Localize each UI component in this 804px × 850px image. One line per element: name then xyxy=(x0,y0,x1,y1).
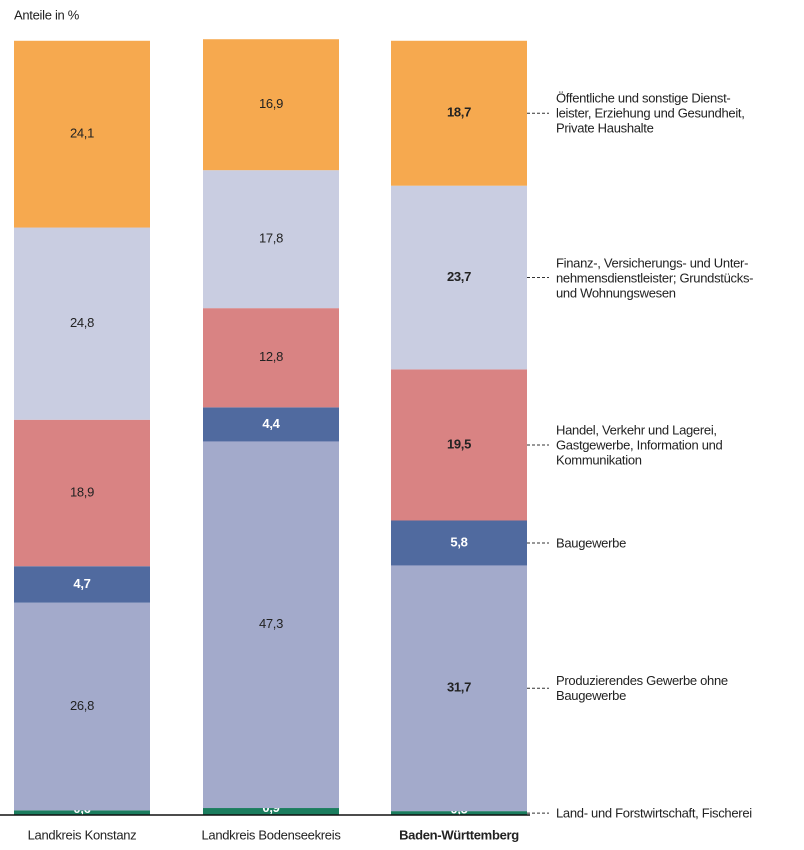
bar-segment xyxy=(14,602,150,811)
value-label: 24,1 xyxy=(70,126,94,141)
bar-segment xyxy=(14,419,150,567)
value-label: 4,7 xyxy=(73,576,90,591)
legend-label: Finanz-, Versicherungs- und Unter- nehme… xyxy=(556,255,754,301)
bar-segment xyxy=(391,811,527,815)
legend-label: Handel, Verkehr und Lagerei, Gastgewerbe… xyxy=(556,422,723,468)
value-label: 47,3 xyxy=(259,616,283,631)
bar-segment xyxy=(14,227,150,420)
bar-segment xyxy=(203,39,339,171)
value-label: 4,4 xyxy=(262,416,280,431)
value-label: 18,7 xyxy=(447,105,471,120)
value-label: 5,8 xyxy=(450,534,467,549)
bar-segment xyxy=(14,40,150,228)
bar-segment xyxy=(391,185,527,370)
legend-label: Öffentliche und sonstige Dienst- leister… xyxy=(556,90,745,136)
value-label: 17,8 xyxy=(259,231,283,246)
value-label: 19,5 xyxy=(447,436,471,451)
value-label: 18,9 xyxy=(70,484,94,499)
value-label: 24,8 xyxy=(70,315,94,330)
bar-segment xyxy=(14,810,150,815)
x-tick-label: Baden-Württemberg xyxy=(399,827,519,842)
bar-segment xyxy=(391,520,527,566)
value-label: 23,7 xyxy=(447,269,471,284)
legend-label: Produzierendes Gewerbe ohne Baugewerbe xyxy=(556,673,728,704)
bar-segment xyxy=(203,808,339,815)
legend-label: Baugewerbe xyxy=(556,535,626,551)
bar-segment xyxy=(14,566,150,603)
bar-segment xyxy=(203,170,339,309)
value-label: 26,8 xyxy=(70,698,94,713)
y-axis-title: Anteile in % xyxy=(14,7,80,22)
value-label: 16,9 xyxy=(259,96,283,111)
bar-segment xyxy=(391,40,527,186)
legend-label: Land- und Forstwirtschaft, Fischerei xyxy=(556,805,752,821)
x-tick-label: Landkreis Bodenseekreis xyxy=(201,827,341,842)
bar-segment xyxy=(391,369,527,521)
value-label: 31,7 xyxy=(447,680,471,695)
x-tick-label: Landkreis Konstanz xyxy=(28,827,137,842)
value-label: 12,8 xyxy=(259,349,283,364)
bar-segment xyxy=(203,407,339,442)
bar-segment xyxy=(203,441,339,809)
bar-segment xyxy=(391,565,527,812)
bar-segment xyxy=(203,308,339,408)
